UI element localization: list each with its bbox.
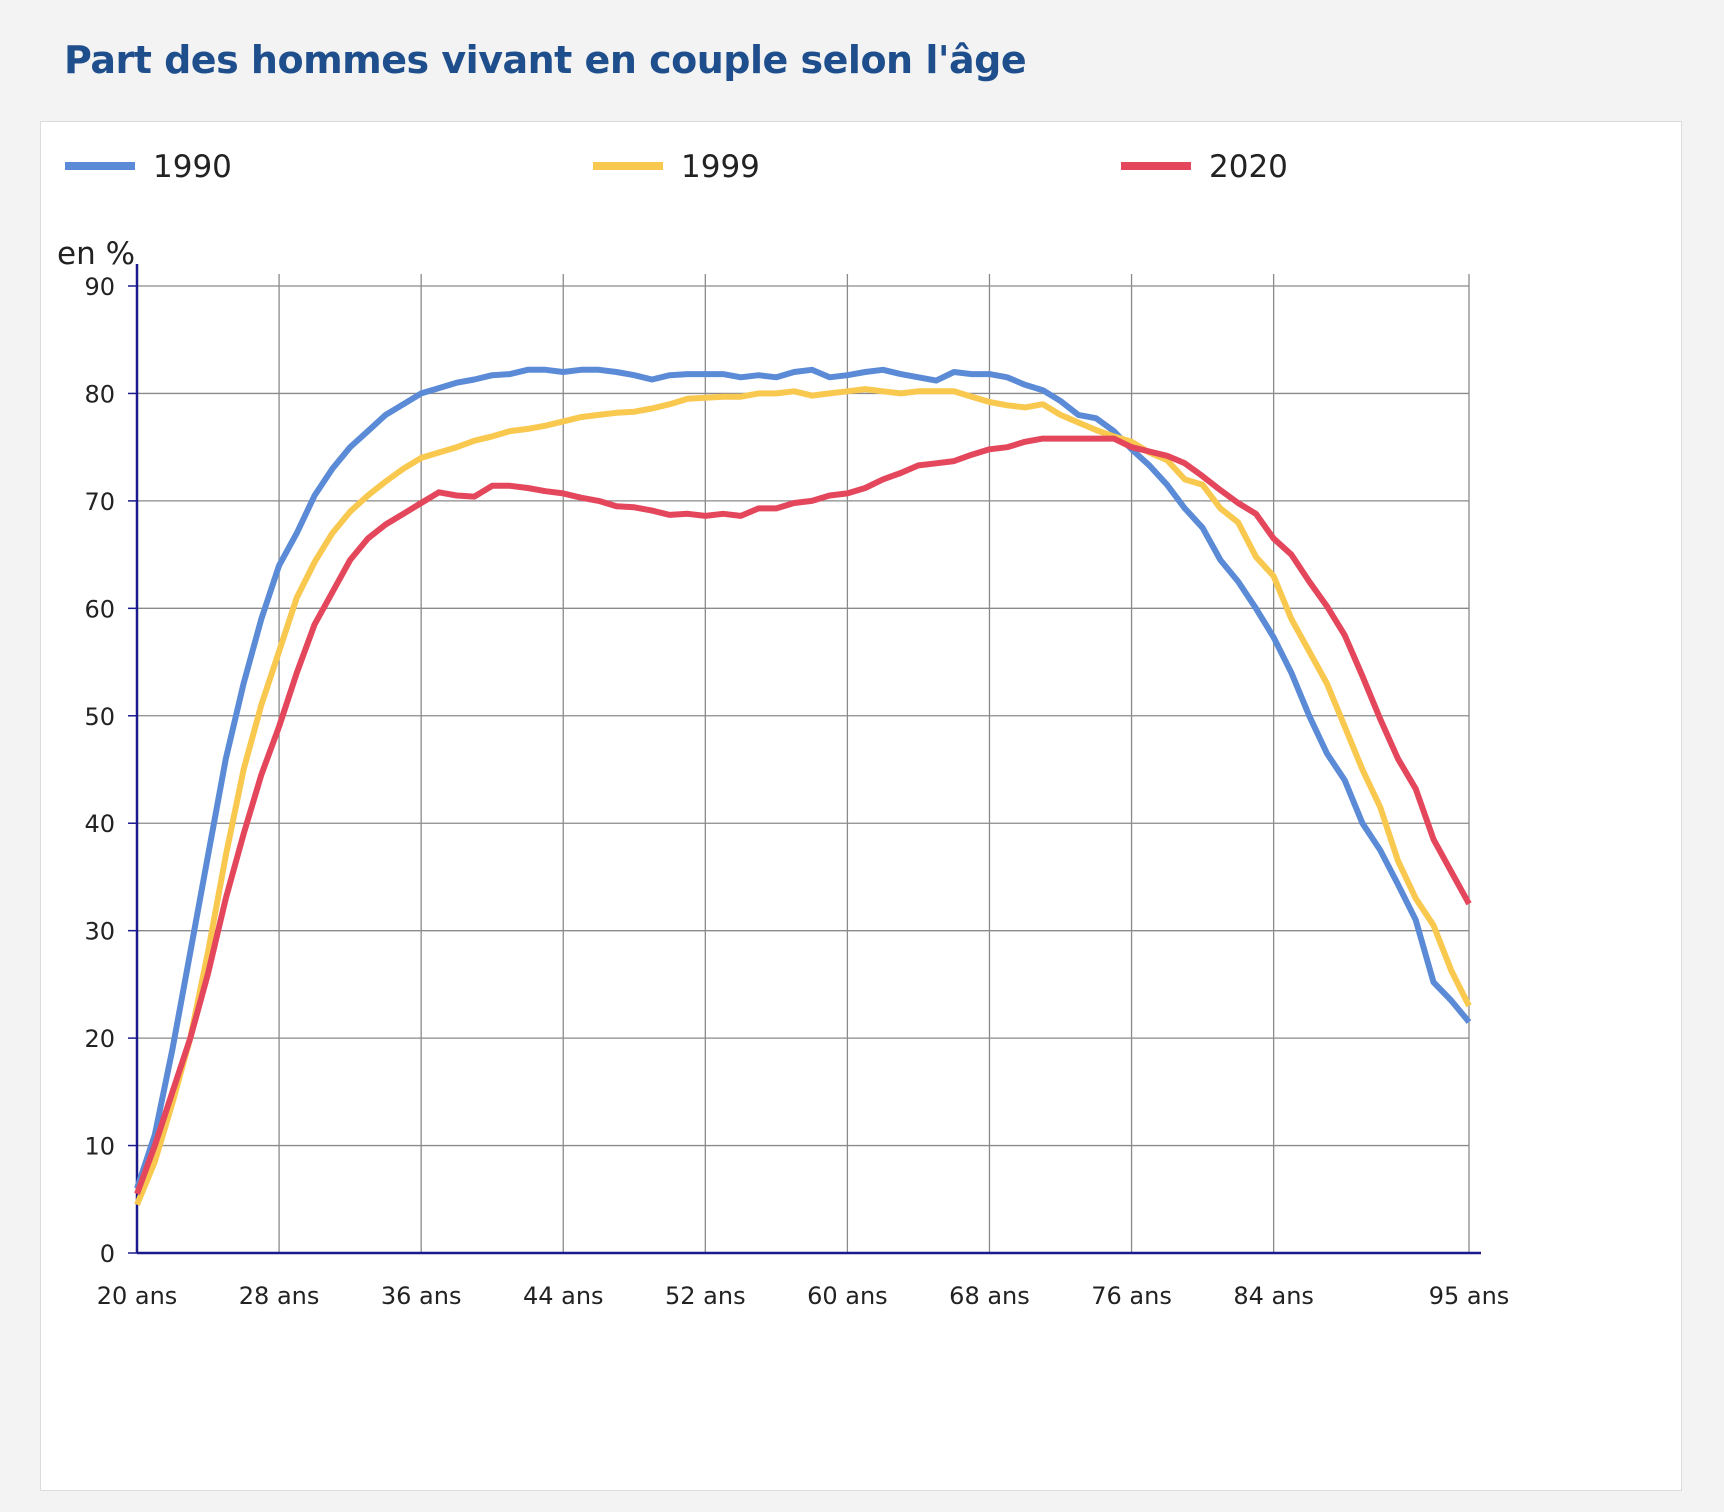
line-chart: 0 10 20 30 40 50 60 70 80 90 20 ans 28 ans 36 ans 44…: [57, 149, 1510, 1310]
x-tick-label: 68 ans: [949, 1282, 1030, 1310]
x-tick-label: 44 ans: [523, 1282, 604, 1310]
x-tick-label: 36 ans: [381, 1282, 462, 1310]
chart-card: 0 10 20 30 40 50 60 70 80 90 20 ans 28 ans 36 ans 44…: [40, 121, 1682, 1491]
legend-label-2020: 2020: [1209, 149, 1288, 185]
series-line-2020: [134, 435, 1472, 1195]
y-tick-label: 40: [84, 810, 115, 838]
y-tick-label: 70: [84, 488, 115, 516]
legend-label-1999: 1999: [681, 149, 760, 185]
x-tick-label: 60 ans: [807, 1282, 888, 1310]
series-line-1999: [134, 386, 1472, 1206]
x-tick-labels: 20 ans 28 ans 36 ans 44 ans 52 ans 60 ans 68 a…: [97, 1282, 1510, 1310]
axes: [128, 264, 1481, 1255]
y-tick-label: 50: [84, 703, 115, 731]
x-tick-label: 76 ans: [1091, 1282, 1172, 1310]
y-tick-label: 20: [84, 1025, 115, 1053]
legend: 1990 1999 2020: [65, 149, 1288, 185]
series-lines: [134, 366, 1472, 1206]
y-tick-labels: 0 10 20 30 40 50 60 70 80 90: [84, 273, 115, 1268]
chart-title: Part des hommes vivant en couple selon l…: [64, 38, 1027, 82]
series-line-1990: [134, 366, 1472, 1190]
x-tick-label: 28 ans: [239, 1282, 320, 1310]
y-tick-label: 60: [84, 595, 115, 623]
y-axis-label: en %: [57, 236, 135, 272]
x-tick-label: 20 ans: [97, 1282, 178, 1310]
legend-label-1990: 1990: [153, 149, 232, 185]
grid: [137, 274, 1470, 1253]
x-tick-label: 84 ans: [1233, 1282, 1314, 1310]
y-tick-label: 30: [84, 918, 115, 946]
y-tick-label: 80: [84, 380, 115, 408]
x-tick-label: 95 ans: [1429, 1282, 1510, 1310]
x-tick-label: 52 ans: [665, 1282, 746, 1310]
y-tick-label: 0: [100, 1240, 115, 1268]
y-tick-label: 10: [84, 1133, 115, 1161]
y-tick-label: 90: [84, 273, 115, 301]
